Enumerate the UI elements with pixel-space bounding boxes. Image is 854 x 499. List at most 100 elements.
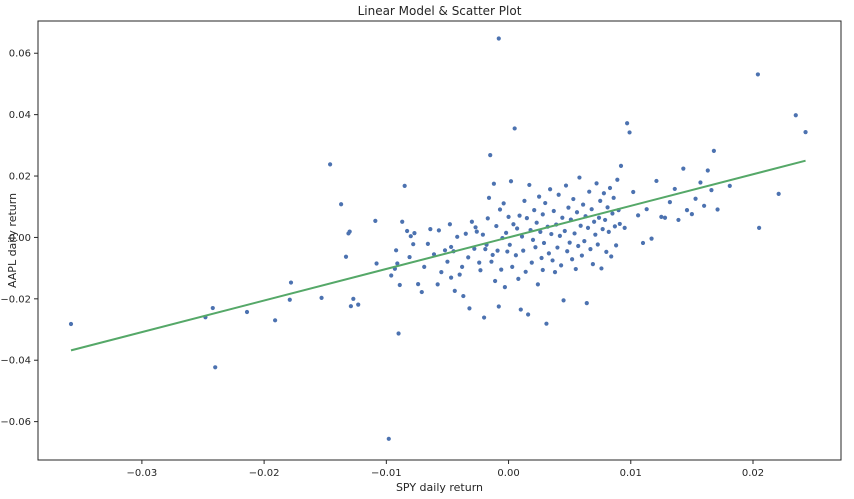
data-point — [428, 227, 433, 232]
data-point — [610, 211, 615, 216]
x-tick-label: −0.01 — [371, 468, 402, 479]
data-point — [585, 225, 591, 231]
data-point — [485, 216, 490, 221]
data-point — [631, 189, 636, 195]
data-point — [566, 205, 571, 210]
data-point — [374, 261, 379, 266]
x-tick-label: −0.02 — [249, 468, 280, 479]
data-point — [581, 202, 586, 207]
data-point — [614, 243, 619, 248]
data-point — [593, 232, 598, 237]
data-point — [513, 253, 518, 258]
data-point — [702, 203, 707, 208]
data-point — [445, 259, 450, 264]
data-point — [447, 222, 452, 227]
data-point — [442, 248, 448, 253]
data-point — [571, 196, 576, 202]
data-point — [400, 219, 405, 224]
data-point — [389, 273, 394, 278]
data-point — [469, 219, 474, 224]
data-point — [477, 260, 482, 265]
data-point — [491, 181, 496, 186]
data-point — [483, 247, 488, 252]
data-point — [482, 315, 487, 320]
x-tick-label: 0.01 — [620, 468, 642, 479]
data-point — [461, 293, 466, 299]
data-point — [617, 221, 622, 227]
data-point — [546, 251, 551, 256]
data-point — [495, 248, 500, 253]
data-point — [496, 304, 501, 309]
y-tick-label: 0.00 — [9, 233, 31, 244]
x-axis-ticks: −0.03 −0.02 −0.01 0.00 0.01 0.02 — [127, 460, 764, 479]
plot-area — [68, 36, 808, 441]
x-tick-label: −0.03 — [127, 468, 158, 479]
data-point — [439, 270, 444, 275]
data-point — [396, 331, 401, 336]
data-point — [582, 239, 587, 244]
x-axis-label: SPY daily return — [396, 481, 483, 494]
data-point — [667, 200, 672, 205]
data-point — [649, 236, 654, 241]
data-point — [504, 230, 509, 235]
y-tick-label: 0.06 — [9, 49, 31, 60]
data-point — [592, 219, 597, 224]
data-point — [559, 263, 564, 268]
data-point — [776, 191, 781, 196]
data-point — [693, 196, 698, 201]
y-axis-label: AAPL daily return — [6, 193, 19, 288]
data-point — [698, 180, 703, 185]
data-point — [339, 202, 344, 207]
data-point — [457, 272, 462, 277]
data-point — [654, 178, 659, 184]
data-point — [507, 242, 512, 247]
data-point — [676, 217, 681, 223]
x-tick-label: 0.02 — [742, 468, 764, 479]
data-point — [567, 240, 572, 245]
data-point — [555, 245, 560, 250]
data-point — [541, 240, 547, 246]
data-point — [552, 270, 558, 275]
data-point — [572, 231, 577, 236]
data-point — [478, 268, 483, 273]
data-point — [705, 168, 710, 173]
data-point — [561, 298, 566, 303]
data-point — [548, 187, 553, 192]
data-point — [467, 306, 472, 311]
data-point — [599, 266, 604, 271]
data-point — [526, 312, 531, 317]
data-point — [351, 296, 356, 301]
data-point — [347, 229, 352, 234]
data-point — [397, 282, 402, 288]
data-point — [524, 215, 529, 221]
data-point — [394, 248, 399, 253]
data-point — [803, 130, 808, 135]
data-point — [373, 218, 378, 223]
data-point — [519, 234, 525, 239]
data-point — [578, 223, 583, 228]
data-point — [395, 261, 400, 266]
data-point — [411, 242, 416, 247]
data-point — [538, 229, 543, 234]
y-tick-label: −0.02 — [0, 294, 31, 305]
data-point — [473, 225, 478, 230]
data-point — [573, 266, 578, 272]
data-point — [606, 229, 611, 234]
data-point — [537, 194, 542, 199]
data-point — [565, 249, 570, 254]
data-point — [463, 231, 468, 236]
data-point — [535, 282, 540, 287]
chart-title: Linear Model & Scatter Plot — [358, 4, 522, 18]
data-point — [715, 207, 720, 212]
x-tick-label: 0.00 — [497, 468, 519, 479]
data-point — [499, 267, 504, 272]
data-point — [213, 365, 218, 370]
data-point — [416, 281, 421, 287]
data-point — [563, 183, 569, 188]
data-point — [596, 215, 602, 220]
data-point — [425, 241, 430, 246]
data-point — [474, 229, 479, 234]
data-point — [625, 121, 630, 126]
data-point — [544, 321, 549, 326]
